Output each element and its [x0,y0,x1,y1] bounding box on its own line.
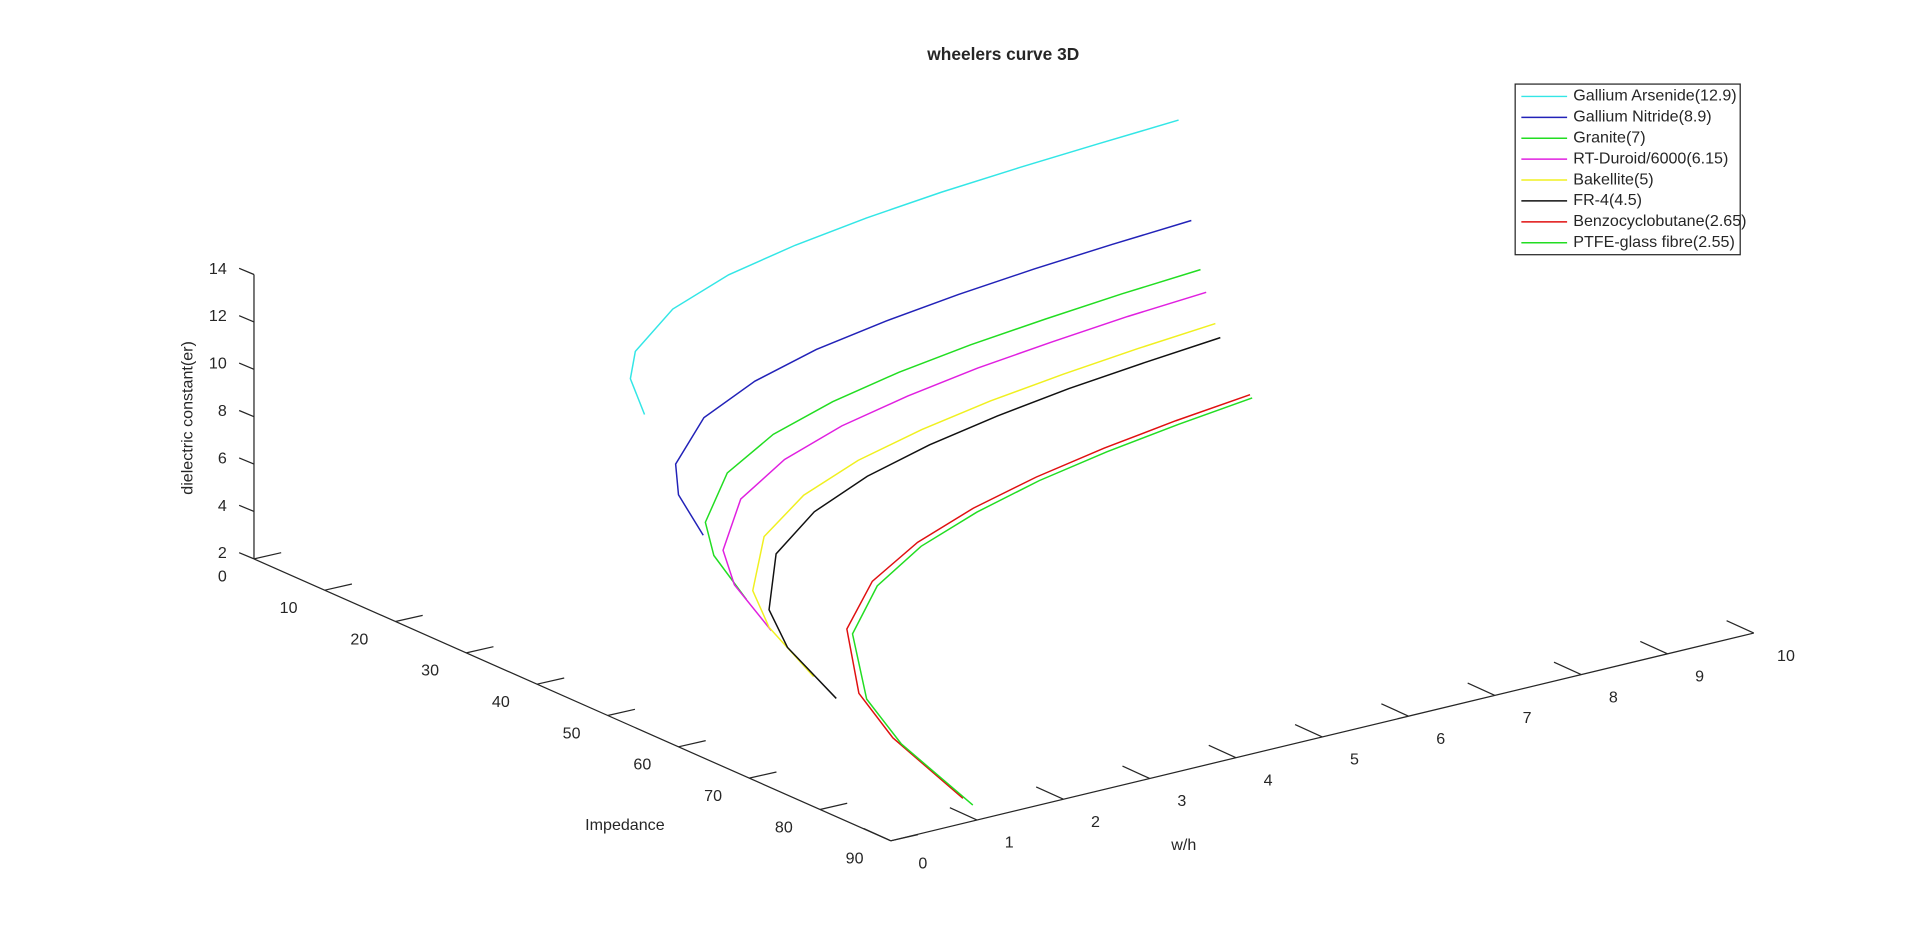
x-tick-label: 0 [918,855,927,873]
y-axis-label: Impedance [585,816,665,834]
y-axis [253,558,892,842]
legend-label: RT-Duroid/6000(6.15) [1573,149,1728,167]
x-tick-label: 3 [1177,792,1186,810]
x-tick [1381,703,1409,717]
y-tick [466,646,494,654]
z-tick [238,552,255,560]
y-tick [890,834,919,842]
y-tick-label: 20 [350,630,368,648]
z-tick-label: 14 [209,260,227,278]
y-tick [819,802,848,811]
z-tick-label: 8 [218,402,227,420]
x-tick [1553,661,1582,676]
x-tick-label: 5 [1350,751,1359,769]
x-tick-label: 1 [1005,834,1014,852]
z-tick-label: 2 [218,544,227,562]
y-tick-label: 70 [704,787,722,805]
x-tick-label: 4 [1264,771,1273,789]
y-tick-label: 40 [492,693,510,711]
series-line [851,397,1253,806]
y-tick [678,740,706,748]
x-tick [1726,620,1755,634]
x-tick [1122,765,1150,780]
legend-label: Granite(7) [1573,128,1645,146]
y-tick-label: 60 [633,756,651,774]
z-tick-label: 6 [218,449,227,467]
series-line [629,119,1179,415]
z-tick [238,315,255,323]
z-axis-label: dielectric constant(er) [179,341,197,495]
x-tick-label: 10 [1777,647,1795,665]
legend-label: Gallium Arsenide(12.9) [1573,87,1736,105]
y-tick-label: 80 [775,818,793,836]
series-line [722,291,1207,631]
z-tick [238,457,255,465]
y-tick-label: 90 [846,850,864,868]
legend-label: Gallium Nitride(8.9) [1573,108,1711,126]
x-tick-label: 6 [1436,730,1445,748]
z-tick [238,267,255,276]
series-line [704,268,1201,600]
y-tick [395,614,423,623]
z-tick [238,409,255,418]
y-tick [324,583,353,591]
y-tick-label: 30 [421,662,439,680]
x-tick [863,827,892,842]
x-tick [1294,724,1323,738]
y-tick [536,677,565,685]
x-tick [1208,744,1237,759]
x-tick-label: 2 [1091,813,1100,831]
y-tick [607,708,636,717]
x-tick-label: 9 [1695,668,1704,686]
legend-label: PTFE-glass fibre(2.55) [1573,233,1735,251]
x-tick [1035,786,1064,800]
legend-label: Benzocyclobutane(2.65) [1573,212,1746,230]
x-tick-label: 7 [1523,709,1532,727]
legend-label: FR-4(4.5) [1573,191,1642,209]
y-tick-label: 50 [563,724,581,742]
y-tick [253,552,282,560]
legend-box [1514,83,1741,256]
x-tick-label: 8 [1609,688,1618,706]
chart-title: wheelers curve 3D [926,44,1079,64]
z-tick-label: 4 [218,497,227,515]
x-tick [1467,682,1496,696]
y-tick-label: 0 [218,568,227,586]
series-line [846,393,1251,799]
legend-label: Bakellite(5) [1573,170,1653,188]
x-axis-label: w/h [1170,836,1196,854]
y-tick-label: 10 [280,599,298,617]
z-tick-label: 10 [209,355,227,373]
x-tick [1640,640,1668,655]
series-line [751,322,1216,678]
series-line [674,219,1192,536]
z-tick [238,504,255,513]
y-tick [749,771,777,779]
z-tick-label: 12 [209,307,227,325]
z-tick [238,362,255,370]
x-tick [949,807,978,821]
series-line [768,336,1221,699]
